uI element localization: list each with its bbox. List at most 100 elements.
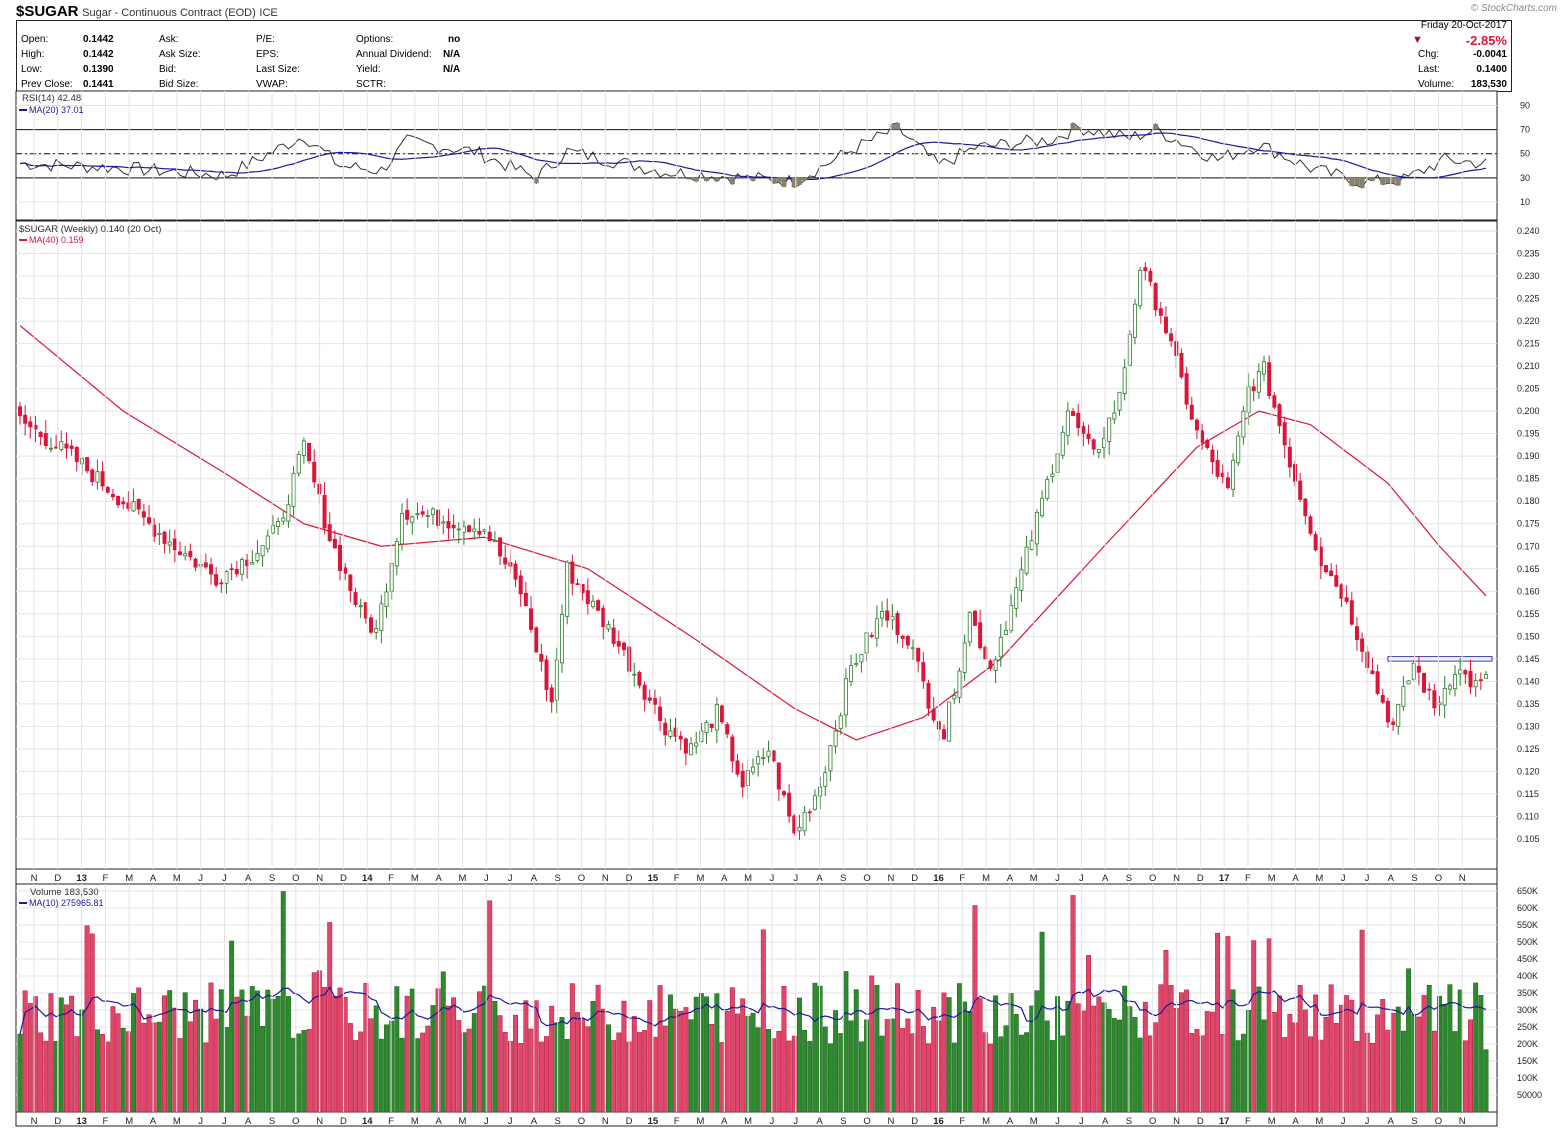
rsi-oversold-fill xyxy=(533,177,539,184)
candle-body xyxy=(1323,565,1328,573)
rsi-oversold-fill xyxy=(781,177,787,187)
candle-body xyxy=(658,706,663,722)
candle-body xyxy=(1086,433,1091,440)
candle-body xyxy=(1375,671,1380,694)
candle-body xyxy=(307,442,312,462)
candle-body xyxy=(606,624,611,630)
candle-body xyxy=(1453,674,1458,690)
candle-body xyxy=(420,511,425,515)
volume-bar xyxy=(1127,1006,1133,1113)
volume-tick-label: 250K xyxy=(1517,1022,1538,1032)
volume-bar xyxy=(688,1019,694,1113)
x-tick-label: 14 xyxy=(362,1116,373,1127)
candle-body xyxy=(1401,686,1406,707)
x-tick-label: 13 xyxy=(76,1116,87,1127)
volume-bar xyxy=(523,1000,529,1113)
volume-bar xyxy=(1065,1000,1071,1113)
candle-body xyxy=(761,757,766,760)
x-tick-label: F xyxy=(103,873,109,884)
candle-body xyxy=(1468,670,1473,688)
volume-bar xyxy=(1142,1001,1148,1113)
volume-bar xyxy=(766,1029,771,1113)
x-tick-label: J xyxy=(1341,873,1346,884)
candle-body xyxy=(513,563,518,580)
volume-bar xyxy=(1483,1049,1489,1113)
candle-body xyxy=(193,558,198,568)
x-tick-label: M xyxy=(1268,873,1276,884)
x-tick-label: D xyxy=(626,873,633,884)
candle-body xyxy=(1447,685,1452,690)
candle-body xyxy=(1241,410,1246,438)
candle-body xyxy=(1091,439,1096,450)
rsi-overbought-fill xyxy=(1075,127,1081,130)
volume-bar xyxy=(48,993,54,1113)
rsi-legend: RSI(14) 42.48 MA(20) 37.01 xyxy=(19,93,84,115)
volume-bar xyxy=(306,1028,312,1113)
x-tick-label: A xyxy=(1102,873,1109,884)
candle-body xyxy=(348,574,353,592)
candle-body xyxy=(1246,386,1251,413)
volume-bar xyxy=(239,989,245,1113)
candle-body xyxy=(911,647,916,650)
volume-bar xyxy=(146,1014,152,1113)
candle-body xyxy=(1122,367,1127,394)
volume-bar xyxy=(502,1031,508,1113)
x-tick-label: O xyxy=(863,1116,870,1127)
candle-body xyxy=(1411,662,1416,680)
volume-bar xyxy=(461,1032,467,1113)
symbol: $SUGAR xyxy=(16,3,79,20)
candle-body xyxy=(1385,700,1390,723)
price-tick-label: 0.195 xyxy=(1517,429,1540,439)
volume-bar xyxy=(1184,989,1190,1113)
candle-body xyxy=(895,613,900,636)
x-tick-label: S xyxy=(269,873,275,884)
price-tick-label: 0.175 xyxy=(1517,519,1540,529)
candle-body xyxy=(735,760,740,775)
volume-bar xyxy=(662,1025,668,1113)
candle-body xyxy=(704,722,709,733)
price-tick-label: 0.190 xyxy=(1517,451,1540,461)
candle-body xyxy=(327,524,332,542)
volume-bar xyxy=(38,1032,44,1113)
x-tick-label: A xyxy=(1007,873,1014,884)
candle-body xyxy=(1117,391,1122,411)
volume-bar xyxy=(869,975,875,1113)
volume-bar xyxy=(167,990,173,1113)
x-tick-label: A xyxy=(1007,1116,1014,1127)
candle-body xyxy=(1427,688,1432,691)
rsi-tick-label: 30 xyxy=(1520,173,1530,183)
candle-body xyxy=(544,659,549,690)
candle-body xyxy=(518,575,523,595)
rsi-oversold-fill xyxy=(750,177,756,181)
volume-bar xyxy=(332,995,338,1113)
candle-body xyxy=(1194,419,1199,431)
volume-bar xyxy=(988,1043,993,1113)
volume-bar xyxy=(1086,955,1091,1113)
x-tick-label: M xyxy=(125,873,133,884)
volume-ma-legend: MA(10) 275965.81 xyxy=(29,898,104,908)
volume-bar xyxy=(693,996,699,1113)
last-label: Last: xyxy=(1418,64,1440,75)
volume-bar xyxy=(1395,1006,1401,1113)
rsi-oversold-fill xyxy=(729,177,735,185)
candle-body xyxy=(983,646,988,660)
rsi-ma-legend: MA(20) 37.01 xyxy=(29,105,84,115)
volume-bar xyxy=(528,1028,534,1113)
candle-body xyxy=(1463,670,1468,675)
candle-body xyxy=(301,440,306,456)
volume-bar xyxy=(1468,1019,1473,1113)
volume-bar xyxy=(791,1035,797,1113)
candle-body xyxy=(787,792,792,817)
price-tick-label: 0.185 xyxy=(1517,474,1540,484)
price-legend: $SUGAR (Weekly) 0.140 (20 Oct) MA(40) 0.… xyxy=(19,224,161,245)
volume-bar xyxy=(714,993,720,1113)
volume-bar xyxy=(889,1018,895,1113)
rsi-oversold-fill xyxy=(1354,177,1360,186)
candle-body xyxy=(1189,404,1194,420)
candle-body xyxy=(415,513,420,516)
volume-bar xyxy=(920,1026,926,1113)
candle-body xyxy=(234,569,239,575)
price-tick-label: 0.215 xyxy=(1517,339,1540,349)
volume-bar xyxy=(311,972,317,1113)
candle-body xyxy=(1200,430,1205,443)
